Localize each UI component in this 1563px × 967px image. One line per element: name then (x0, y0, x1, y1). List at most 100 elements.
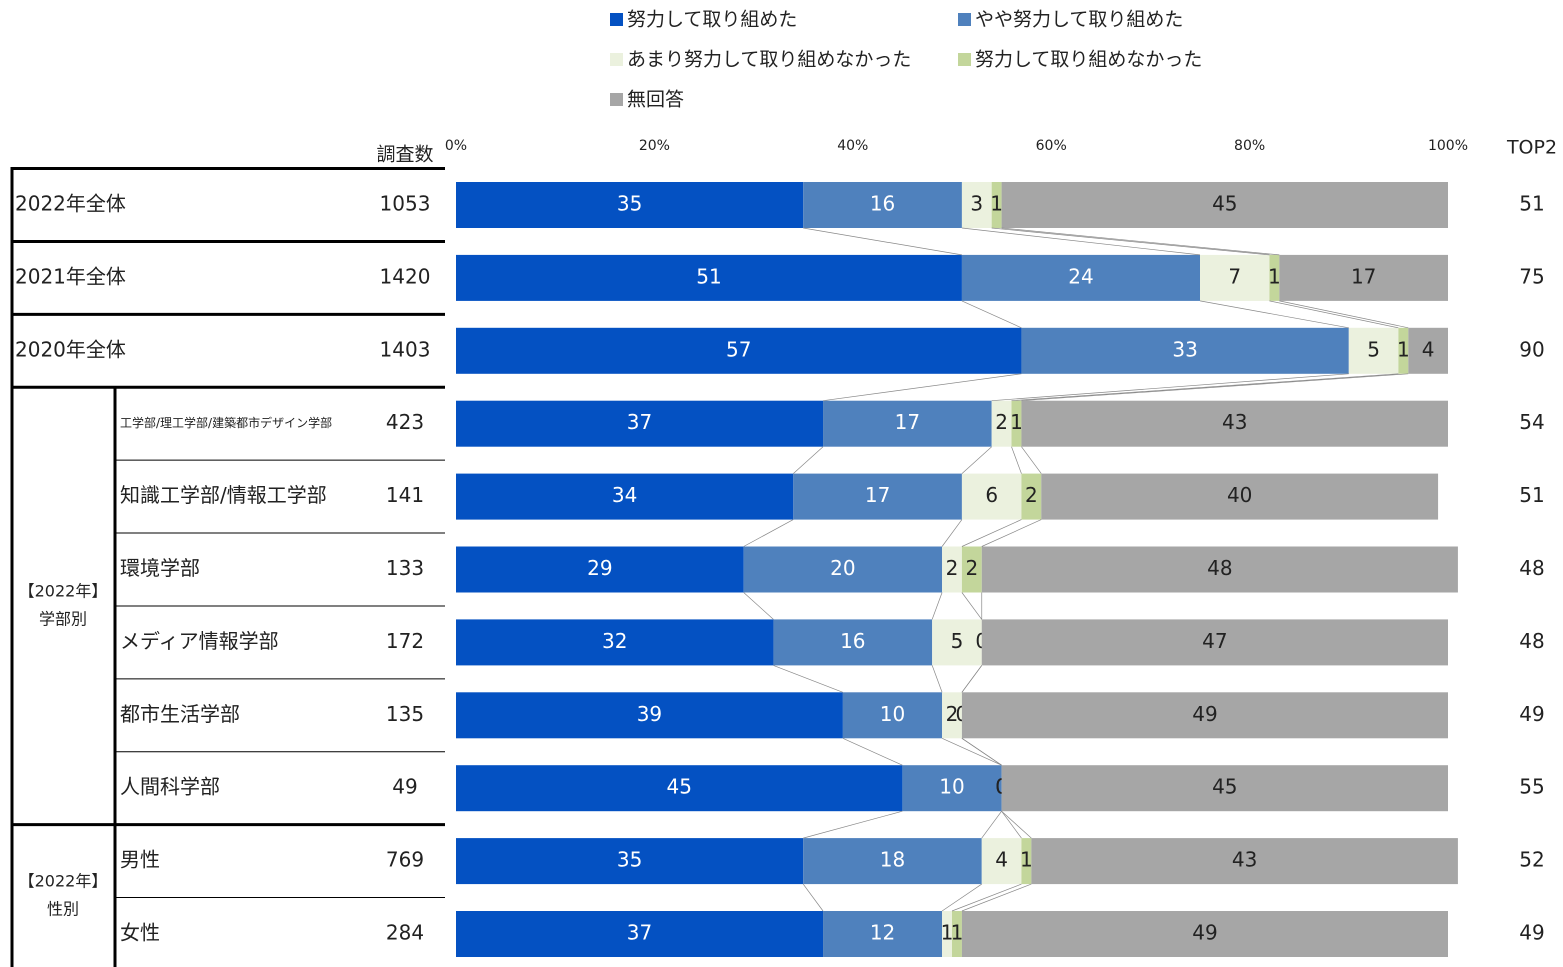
value-label: 45 (666, 775, 691, 799)
value-label: 1 (1010, 410, 1023, 434)
value-label: 40 (1227, 483, 1252, 507)
bar-segment (1398, 327, 1409, 374)
bar-segment (961, 182, 992, 228)
row-label: メディア情報学部 (120, 629, 279, 653)
bar-segment (932, 619, 982, 666)
value-label: 12 (870, 921, 895, 945)
bar-segment (773, 619, 933, 666)
bar-segment (1279, 254, 1448, 301)
value-label: 33 (1172, 337, 1197, 361)
connector-line (981, 519, 1042, 547)
value-label: 43 (1232, 848, 1257, 872)
connector-line (842, 737, 903, 766)
legend-label: あまり努力して取り組めなかった (627, 49, 911, 71)
value-label: 1 (1397, 337, 1410, 361)
top2-label: 49 (1519, 702, 1544, 726)
top2-label: 54 (1519, 410, 1544, 434)
connector-line (743, 592, 774, 620)
count-label: 49 (392, 775, 417, 799)
connector-line (1001, 810, 1022, 839)
connector-line (991, 227, 1270, 256)
connector-line (961, 592, 983, 620)
x-tick-label: 0% (445, 138, 467, 154)
legend-swatch (958, 13, 971, 26)
bar-segment (942, 546, 962, 593)
top2-label: 51 (1519, 483, 1544, 507)
value-label: 39 (637, 702, 662, 726)
value-label: 1 (1268, 264, 1281, 288)
bar-segment (1408, 327, 1448, 374)
connector-line (1199, 300, 1349, 329)
connector-line (981, 810, 1002, 839)
bar-segment (456, 327, 1022, 374)
bar-segment (961, 911, 1448, 957)
top2-label: 90 (1519, 337, 1544, 361)
count-label: 141 (386, 483, 424, 507)
bar-segment (942, 911, 952, 957)
bar-segment (1041, 473, 1439, 520)
count-label: 172 (386, 629, 424, 653)
value-label: 49 (1192, 921, 1217, 945)
connector-line (951, 883, 1022, 912)
connector-line (991, 373, 1349, 402)
bar-segment (456, 911, 824, 957)
count-label: 1053 (380, 192, 431, 216)
connector-line (1279, 300, 1409, 329)
x-tick-label: 80% (1234, 138, 1265, 154)
x-tick-label: 60% (1036, 138, 1067, 154)
connector-line (802, 883, 824, 912)
value-label: 4 (995, 848, 1008, 872)
bar-segment (456, 254, 962, 301)
connector-line (961, 738, 1002, 766)
connector-line (961, 227, 1201, 256)
value-label: 1 (990, 192, 1003, 216)
bar-segment (952, 911, 962, 957)
group-label: 【2022年】 (19, 581, 108, 600)
value-label: 32 (602, 629, 627, 653)
value-label: 35 (617, 848, 642, 872)
connector-line (773, 665, 844, 693)
bar-segment (456, 400, 824, 447)
bar-segment (456, 546, 744, 593)
value-label: 4 (1422, 337, 1435, 361)
value-label: 45 (1212, 192, 1237, 216)
row-label: 女性 (120, 921, 160, 945)
value-label: 43 (1222, 410, 1247, 434)
legend-swatch (958, 53, 971, 66)
value-label: 16 (840, 629, 865, 653)
value-label: 37 (627, 410, 652, 434)
bar-segment (942, 692, 962, 739)
bar-segment (803, 838, 982, 885)
bar-segment (961, 546, 982, 593)
value-label: 5 (951, 629, 964, 653)
value-label: 47 (1202, 629, 1227, 653)
bar-segment (1001, 765, 1448, 812)
bar-segment (456, 692, 843, 739)
value-label: 5 (1367, 337, 1380, 361)
connector-line (931, 665, 943, 693)
legend-label: 無回答 (627, 89, 684, 111)
value-label: 1 (941, 921, 954, 945)
bar-segment (456, 182, 804, 228)
legend-label: 努力して取り組めた (627, 9, 797, 31)
top2-label: 55 (1519, 775, 1544, 799)
count-label: 133 (386, 556, 424, 580)
bar-segment (456, 765, 903, 812)
value-label: 20 (830, 556, 855, 580)
connector-line (961, 300, 1022, 329)
legend-swatch (610, 13, 623, 26)
bar-segment (981, 619, 1448, 666)
row-label: 都市生活学部 (120, 702, 240, 726)
bar-segment (961, 692, 1448, 739)
bar-segment (793, 473, 962, 520)
value-label: 57 (726, 337, 751, 361)
count-label: 1403 (380, 337, 431, 361)
top2-label: 48 (1519, 629, 1544, 653)
value-label: 37 (627, 921, 652, 945)
top2-label: 49 (1519, 921, 1544, 945)
bar-segment (902, 765, 1002, 812)
connector-line (1021, 446, 1042, 474)
count-header: 調査数 (376, 144, 433, 166)
value-label: 10 (939, 775, 964, 799)
bar-segment (991, 182, 1002, 228)
